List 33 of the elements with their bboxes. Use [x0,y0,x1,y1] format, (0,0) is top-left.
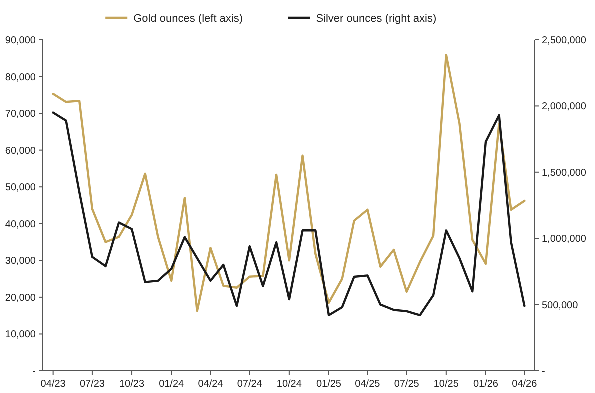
y-tick-label: 20,000 [5,292,36,304]
y2-tick-label: - [542,366,546,378]
y-tick-label: 10,000 [5,330,36,341]
y-tick-label: 40,000 [5,219,36,230]
line-series [52,54,526,312]
y-tick-label: 90,000 [5,36,36,46]
legend-label: Gold ounces (left axis) [134,12,244,25]
y-tick-label: - [32,366,36,378]
y-tick-label: 50,000 [5,182,36,194]
x-tick-label: 01/25 [316,379,342,390]
y-tick-label: 60,000 [5,146,36,157]
x-tick-label: 04/25 [355,379,381,390]
y-tick-label: 80,000 [5,72,36,84]
y-tick-label: 70,000 [5,109,36,120]
y2-tick-label: 2,500,000 [542,36,587,46]
x-tick-label: 10/25 [434,379,460,390]
y2-tick-label: 500,000 [542,300,579,312]
x-tick-label: 07/23 [80,379,106,390]
x-tick-label: 04/24 [198,379,224,390]
x-tick-label: 10/24 [276,379,302,390]
x-tick-label: 01/24 [159,379,185,390]
y-tick-label: 30,000 [5,256,36,268]
y2-tick-label: 1,000,000 [542,234,587,246]
x-tick-label: 01/26 [473,379,499,390]
x-tick-label: 04/23 [40,379,66,390]
x-tick-label: 04/26 [512,379,538,390]
legend-label: Silver ounces (right axis) [316,12,437,25]
y2-tick-label: 2,000,000 [542,102,587,113]
x-tick-label: 10/23 [120,379,145,390]
x-tick-label: 07/24 [237,379,263,390]
line-series [52,112,526,316]
x-tick-label: 07/25 [394,379,420,390]
y2-tick-label: 1,500,000 [542,168,587,179]
